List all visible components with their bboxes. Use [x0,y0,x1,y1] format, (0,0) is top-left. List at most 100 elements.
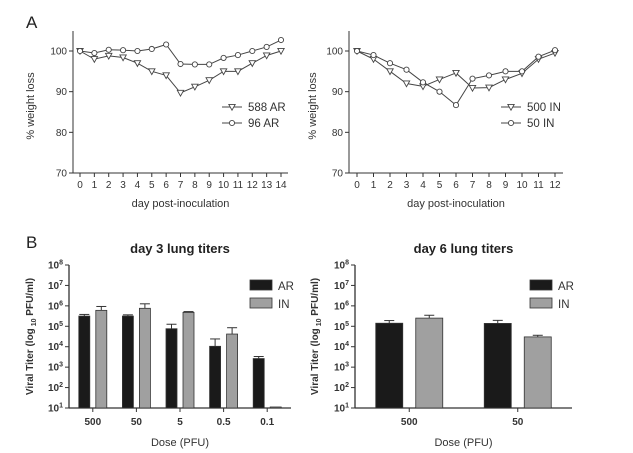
data-point [206,61,213,68]
x-tick-label: 11 [533,180,544,191]
y-tick-label: 103 [48,362,63,374]
data-point [263,43,270,50]
chart-title: day 6 lung titers [414,241,514,256]
legend-swatch-ar [529,279,553,291]
data-point [452,102,460,109]
bar-ar-0.1 [252,358,265,409]
y-tick-label: 107 [48,280,63,292]
bar-in-50 [138,307,151,409]
x-axis-title: Dose (PFU) [151,437,209,449]
data-point [248,60,257,68]
data-point [177,60,184,68]
y-tick-label: 104 [334,341,349,353]
x-tick-label: 10 [516,180,528,191]
data-point [370,52,377,59]
titer-chart-day3: 101 102 103 104 105 106 107 108 day 3 lung titer… [25,241,294,449]
panel-label-a: A [26,13,38,32]
data-point [105,46,112,53]
y-axis-title: % weight loss [25,72,37,140]
y-tick-label: 105 [334,321,349,333]
y-tick-label: 70 [332,169,344,180]
bar-in-500 [95,309,108,409]
data-point [191,61,198,68]
x-tick-label: 10 [218,180,230,191]
x-tick-label: 5 [149,180,155,191]
data-point [147,68,156,76]
data-point [134,47,141,55]
y-axis-title: Viral Titer (log 10 PFU/ml) [310,278,323,395]
x-tick-label: 3 [404,180,410,191]
data-point [234,52,241,59]
y-tick-label: 102 [48,382,63,394]
panel-label-b: B [26,233,37,252]
data-point [551,47,559,54]
legend-marker [507,103,515,112]
data-point [163,41,170,48]
data-point [485,84,493,92]
x-tick-label: 9 [206,180,212,191]
y-axis-title: Viral Titer (log 10 PFU/ml) [25,278,38,395]
data-point [148,45,155,53]
data-point [535,53,542,60]
x-tick-label: 0.5 [217,417,231,428]
x-axis-title: day post-inoculation [132,198,230,210]
bar-in-0.5 [226,333,239,409]
x-tick-label: 0.1 [260,417,274,428]
legend-marker [507,119,515,127]
data-point [436,88,443,95]
x-tick-label: 1 [92,180,98,191]
data-point [469,75,476,82]
data-point [402,80,411,88]
legend-label: 50 IN [527,118,555,130]
data-point [353,47,361,55]
data-point [219,68,228,76]
x-tick-label: 11 [233,180,244,191]
bar-ar-0.5 [209,345,222,409]
x-tick-label: 5 [177,417,183,428]
y-tick-label: 100 [326,47,343,58]
data-point [452,69,460,78]
data-point [176,89,185,98]
x-tick-label: 2 [387,180,393,191]
legend-marker [228,103,236,112]
x-axis-title: day post-inoculation [407,198,505,210]
data-point [502,68,509,75]
x-tick-label: 50 [131,417,143,428]
y-tick-label: 90 [332,87,344,98]
x-tick-label: 2 [106,180,112,191]
y-tick-label: 106 [334,300,349,312]
bar-ar-5 [165,328,178,409]
x-tick-label: 12 [247,180,259,191]
data-point [104,52,113,61]
y-tick-label: 107 [334,280,349,292]
data-point [162,72,171,80]
data-point [190,83,199,91]
x-tick-label: 4 [420,180,426,191]
x-tick-label: 1 [371,180,377,191]
x-tick-label: 8 [486,180,492,191]
data-point [233,68,242,76]
y-tick-label: 104 [48,341,63,353]
data-point [419,79,427,86]
x-axis-title: Dose (PFU) [434,437,492,449]
data-point [518,68,526,75]
y-tick-label: 100 [50,47,67,58]
y-tick-label: 90 [56,87,68,98]
y-tick-label: 70 [56,169,68,180]
y-tick-label: 108 [48,260,63,272]
x-tick-label: 6 [163,180,169,191]
x-tick-label: 3 [120,180,126,191]
data-point [386,68,394,76]
bar-in-50 [523,336,552,409]
data-point [220,54,227,61]
y-tick-label: 105 [48,321,63,333]
data-point [120,47,127,54]
y-tick-label: 106 [48,300,63,312]
legend-label: AR [558,281,574,293]
y-tick-label: 102 [334,382,349,394]
y-tick-label: 108 [334,260,349,272]
legend-swatch-in [529,297,553,309]
titer-chart-day6: 101 102 103 104 105 106 107 108 day 6 lung titer… [310,241,574,449]
